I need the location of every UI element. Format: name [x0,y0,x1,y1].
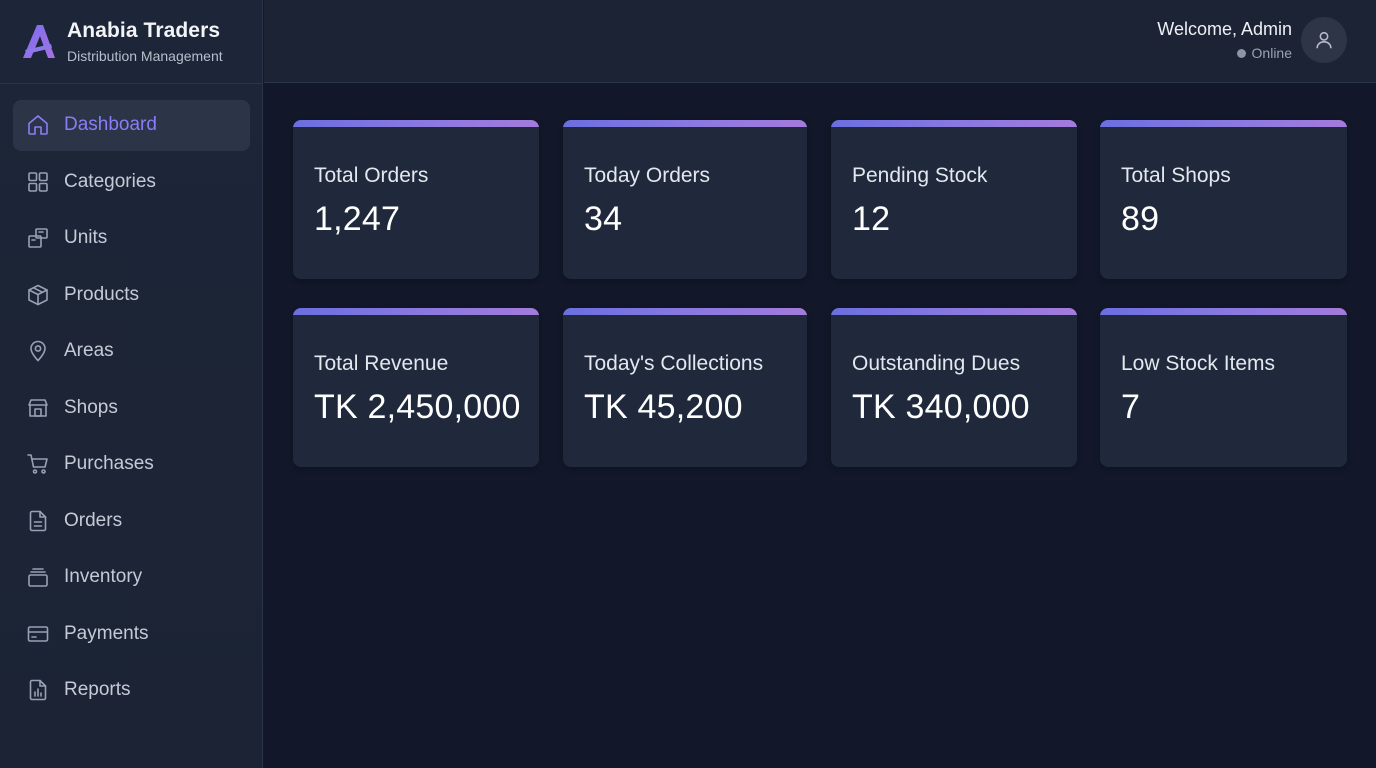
map-pin-icon [25,338,51,364]
card-accent-bar [293,308,539,315]
sidebar-item-orders[interactable]: Orders [13,496,250,547]
stat-card-pending-stock[interactable]: Pending Stock 12 [831,120,1077,279]
stat-label: Today Orders [584,164,711,187]
card-accent-bar [563,308,807,315]
sidebar-item-label: Products [64,283,139,305]
document-icon [25,508,51,534]
sidebar-item-units[interactable]: Units [13,213,250,264]
stat-value: TK 45,200 [584,388,743,426]
stat-label: Outstanding Dues [852,352,1021,375]
avatar-button[interactable] [1301,17,1347,63]
sidebar-item-inventory[interactable]: Inventory [13,552,250,603]
card-accent-bar [563,120,807,127]
stat-value: 12 [852,200,891,238]
brand-name: Anabia Traders [67,19,221,42]
brand-subtitle: Distribution Management [67,48,223,64]
cube-icon [25,282,51,308]
stat-card-low-stock-items[interactable]: Low Stock Items 7 [1100,308,1347,467]
sidebar-item-purchases[interactable]: Purchases [13,439,250,490]
sidebar-item-areas[interactable]: Areas [13,326,250,377]
sidebar: Anabia Traders Distribution Management D… [0,0,263,768]
dashboard-content: Total Orders 1,247 Today Orders 34 Pendi… [264,84,1376,768]
credit-card-icon [25,621,51,647]
sidebar-item-categories[interactable]: Categories [13,157,250,208]
card-accent-bar [293,120,539,127]
sidebar-item-label: Dashboard [64,114,157,135]
stat-label: Total Revenue [314,352,449,375]
sidebar-item-label: Reports [64,679,131,700]
status-label: Online [1251,45,1292,61]
sidebar-item-label: Purchases [64,453,154,474]
sidebar-item-label: Orders [64,509,123,531]
report-icon [25,677,51,703]
card-accent-bar [1100,308,1347,315]
sidebar-item-products[interactable]: Products [13,270,250,321]
stat-label: Low Stock Items [1121,352,1276,375]
box-stack-icon [25,225,51,251]
user-icon [1316,31,1332,49]
stat-label: Today's Collections [584,352,764,375]
sidebar-item-label: Shops [64,396,118,418]
stat-card-today-orders[interactable]: Today Orders 34 [563,120,807,279]
cart-icon [25,451,51,477]
layers-icon [25,564,51,590]
sidebar-item-payments[interactable]: Payments [13,609,250,660]
stat-value: 34 [584,200,623,238]
stat-label: Total Orders [314,164,429,187]
stat-card-total-shops[interactable]: Total Shops 89 [1100,120,1347,279]
status-dot-icon [1236,48,1246,58]
store-icon [25,395,51,421]
card-accent-bar [831,120,1077,127]
welcome-text: Welcome, Admin [1157,19,1292,39]
grid-icon [25,169,51,195]
stat-card-outstanding-dues[interactable]: Outstanding Dues TK 340,000 [831,308,1077,467]
stat-label: Pending Stock [852,164,988,187]
stat-card-total-revenue[interactable]: Total Revenue TK 2,450,000 [293,308,539,467]
sidebar-item-reports[interactable]: Reports [13,665,250,716]
card-accent-bar [831,308,1077,315]
sidebar-nav: Dashboard Categories Units Products Area… [13,100,250,722]
stat-value: 89 [1121,200,1160,238]
stat-value: 7 [1121,388,1141,426]
sidebar-item-dashboard[interactable]: Dashboard [13,100,250,151]
home-icon [25,112,51,138]
sidebar-item-label: Inventory [64,566,143,587]
brand-logo-icon [23,25,55,58]
stat-value: TK 340,000 [852,388,1030,426]
sidebar-item-shops[interactable]: Shops [13,383,250,434]
card-accent-bar [1100,120,1347,127]
sidebar-item-label: Units [64,227,108,248]
stat-card-total-orders[interactable]: Total Orders 1,247 [293,120,539,279]
top-header: Welcome, Admin Online [264,0,1376,83]
sidebar-item-label: Payments [64,622,149,644]
stat-card-todays-collections[interactable]: Today's Collections TK 45,200 [563,308,807,467]
stat-value: 1,247 [314,200,401,238]
sidebar-item-label: Categories [64,170,156,192]
online-status: Online [1236,45,1292,61]
stat-label: Total Shops [1121,164,1231,187]
brand-header: Anabia Traders Distribution Management [0,0,263,84]
stat-value: TK 2,450,000 [314,388,521,426]
sidebar-item-label: Areas [64,340,114,361]
